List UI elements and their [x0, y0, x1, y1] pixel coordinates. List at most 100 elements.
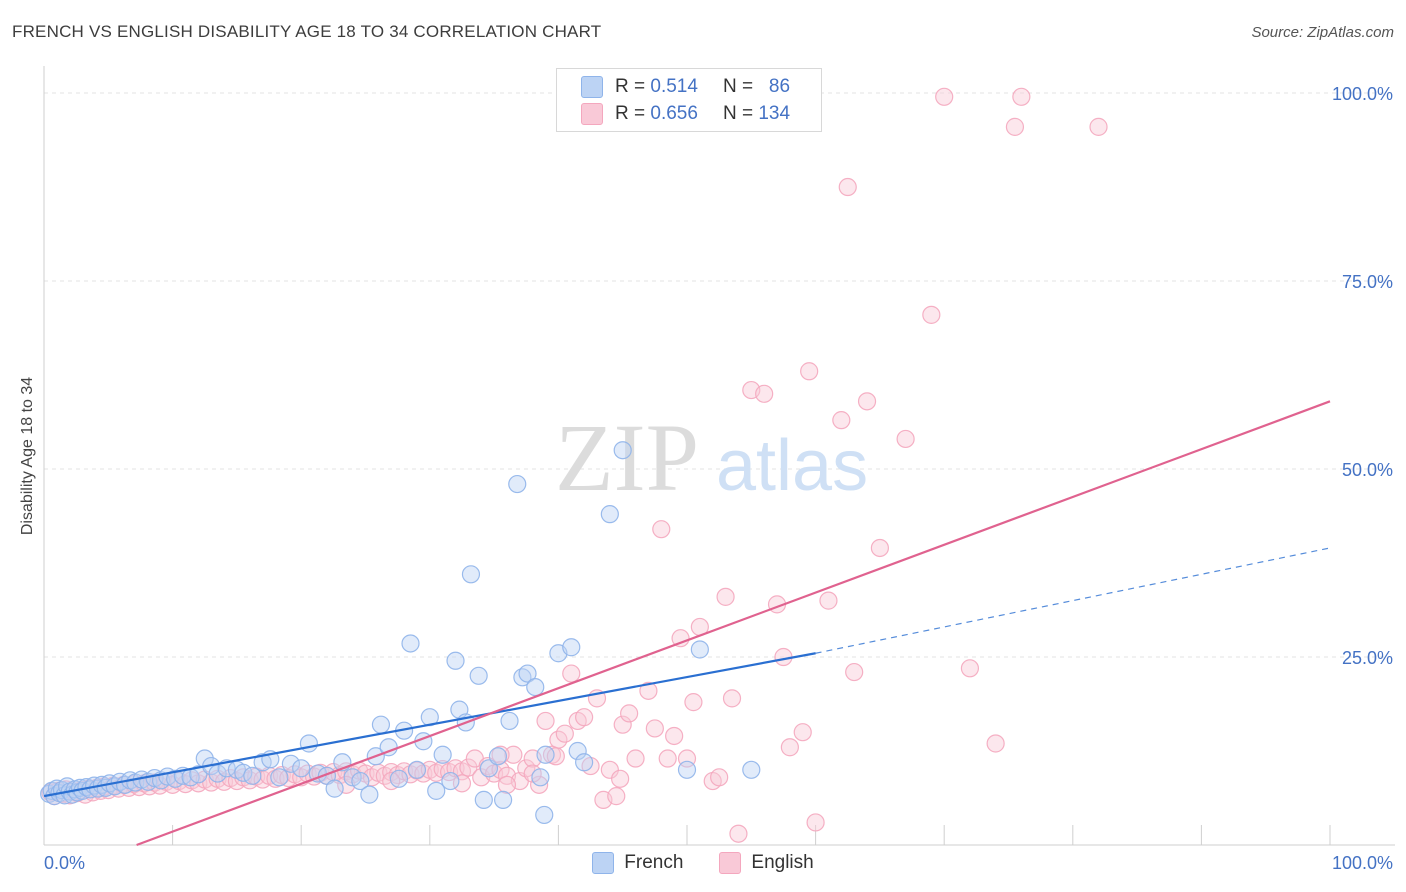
french-point	[526, 677, 545, 697]
legend-label-french: French	[624, 852, 684, 873]
french-point	[469, 666, 488, 685]
english-point	[639, 681, 658, 700]
french-point	[281, 754, 301, 773]
french-point	[299, 734, 319, 753]
english-point	[780, 738, 799, 757]
english-point	[716, 587, 735, 606]
french-point	[189, 765, 208, 784]
english-point	[652, 520, 671, 539]
french-point	[568, 741, 587, 761]
axes	[43, 66, 1395, 846]
english-point	[575, 708, 594, 727]
french-point	[677, 760, 697, 779]
french-point	[562, 638, 581, 657]
tick-labels: 25.0% 50.0% 75.0% 100.0% 0.0% 100.0%	[44, 84, 1393, 873]
watermark: ZIP atlas	[555, 404, 868, 511]
legend-r-label: R =	[615, 76, 646, 97]
french-point	[446, 651, 465, 670]
french-point	[407, 760, 427, 779]
english-point	[857, 392, 877, 411]
legend-r-label: R =	[615, 103, 646, 124]
english-point	[806, 813, 825, 832]
x-tick-label: 100.0%	[1332, 853, 1393, 873]
english-point	[870, 538, 890, 558]
english-point	[665, 726, 684, 746]
english-point	[819, 591, 838, 610]
english-point	[960, 659, 980, 678]
french-point	[494, 790, 513, 809]
legend-n-value: 134	[758, 103, 791, 124]
french-point	[575, 753, 594, 772]
series-legend: French English	[0, 852, 1406, 874]
english-point	[626, 749, 645, 768]
english-point	[658, 749, 677, 768]
chart-title: FRENCH VS ENGLISH DISABILITY AGE 18 TO 3…	[12, 22, 602, 41]
legend-n-label: N =	[722, 76, 754, 97]
legend-n-value: 86	[768, 76, 791, 97]
english-point	[607, 787, 626, 806]
french-point	[427, 781, 446, 800]
english-point	[459, 758, 478, 777]
french-point	[351, 771, 370, 791]
french-point	[536, 745, 555, 764]
english-point	[562, 664, 581, 683]
english-point	[620, 704, 639, 723]
english-point	[1005, 117, 1025, 136]
french-point	[325, 779, 344, 798]
english-point	[337, 775, 356, 794]
french-point	[690, 640, 709, 659]
english-point	[800, 362, 819, 381]
english-point	[832, 411, 851, 430]
french-point	[243, 766, 262, 785]
watermark-atlas: atlas	[716, 426, 868, 506]
french-point	[360, 785, 379, 804]
english-point	[722, 689, 742, 708]
french-point	[613, 441, 632, 460]
english-point	[600, 760, 619, 779]
french-points	[40, 441, 761, 825]
english-point	[935, 87, 954, 106]
french-point	[518, 664, 537, 683]
english-point	[896, 429, 915, 449]
english-point	[755, 384, 774, 403]
english-point	[497, 775, 517, 794]
english-point	[1089, 117, 1108, 136]
english-point	[845, 662, 864, 682]
french-point	[600, 505, 619, 524]
legend-item-french: French	[592, 852, 683, 874]
english-point	[793, 723, 812, 742]
english-point	[986, 734, 1005, 753]
legend-row-french: R = 0.514 N = 86	[581, 74, 790, 100]
english-point	[504, 745, 523, 764]
y-tick-label: 75.0%	[1342, 272, 1393, 292]
french-swatch	[592, 852, 615, 874]
english-swatch	[719, 852, 742, 874]
french-point	[479, 759, 499, 778]
chart-source: Source: ZipAtlas.com	[1251, 24, 1394, 41]
legend-item-english: English	[719, 852, 814, 874]
gridlines	[44, 92, 1395, 658]
legend-row-english: R = 0.656 N = 134	[581, 101, 790, 127]
english-point	[684, 693, 703, 712]
english-point	[530, 775, 549, 794]
french-point	[508, 474, 527, 494]
english-swatch	[581, 103, 603, 125]
french-point	[500, 711, 519, 731]
legend-r-value: 0.514	[650, 76, 698, 97]
french-point	[742, 760, 761, 779]
y-tick-label: 25.0%	[1342, 648, 1393, 668]
english-point	[536, 711, 555, 731]
english-point	[555, 724, 574, 743]
legend-r-value: 0.656	[650, 103, 698, 124]
correlation-legend: R = 0.514 N = 86 R = 0.656 N = 134	[556, 68, 822, 132]
french-point	[535, 805, 554, 825]
french-point	[461, 565, 481, 584]
french-point	[441, 771, 460, 791]
french-point	[531, 768, 550, 787]
english-point	[645, 719, 664, 738]
english-point	[1012, 87, 1031, 106]
french-point	[389, 769, 409, 788]
english-point	[838, 177, 857, 197]
english-point	[611, 769, 630, 788]
